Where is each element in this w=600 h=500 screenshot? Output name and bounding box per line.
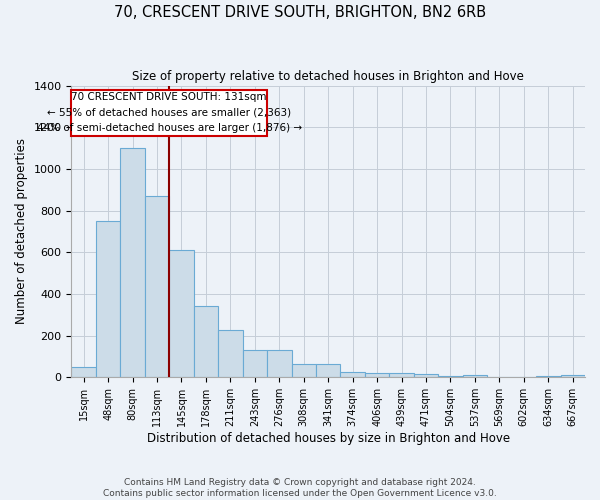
Bar: [389, 373, 414, 378]
Bar: [560, 376, 585, 378]
Bar: [365, 373, 389, 378]
Text: ← 55% of detached houses are smaller (2,363): ← 55% of detached houses are smaller (2,…: [47, 108, 291, 118]
FancyBboxPatch shape: [71, 90, 267, 136]
Bar: [340, 372, 365, 378]
Bar: [414, 374, 438, 378]
Text: 70, CRESCENT DRIVE SOUTH, BRIGHTON, BN2 6RB: 70, CRESCENT DRIVE SOUTH, BRIGHTON, BN2 …: [114, 5, 486, 20]
Text: Contains HM Land Registry data © Crown copyright and database right 2024.
Contai: Contains HM Land Registry data © Crown c…: [103, 478, 497, 498]
Bar: [536, 376, 560, 378]
Bar: [194, 306, 218, 378]
Bar: [316, 364, 340, 378]
Title: Size of property relative to detached houses in Brighton and Hove: Size of property relative to detached ho…: [132, 70, 524, 83]
Bar: [145, 196, 169, 378]
Text: 44% of semi-detached houses are larger (1,876) →: 44% of semi-detached houses are larger (…: [37, 123, 302, 133]
Bar: [71, 368, 96, 378]
X-axis label: Distribution of detached houses by size in Brighton and Hove: Distribution of detached houses by size …: [146, 432, 510, 445]
Y-axis label: Number of detached properties: Number of detached properties: [15, 138, 28, 324]
Bar: [96, 221, 121, 378]
Bar: [169, 250, 194, 378]
Bar: [292, 364, 316, 378]
Text: 70 CRESCENT DRIVE SOUTH: 131sqm: 70 CRESCENT DRIVE SOUTH: 131sqm: [71, 92, 267, 102]
Bar: [121, 148, 145, 378]
Bar: [463, 376, 487, 378]
Bar: [438, 376, 463, 378]
Bar: [242, 350, 267, 378]
Bar: [267, 350, 292, 378]
Bar: [218, 330, 242, 378]
